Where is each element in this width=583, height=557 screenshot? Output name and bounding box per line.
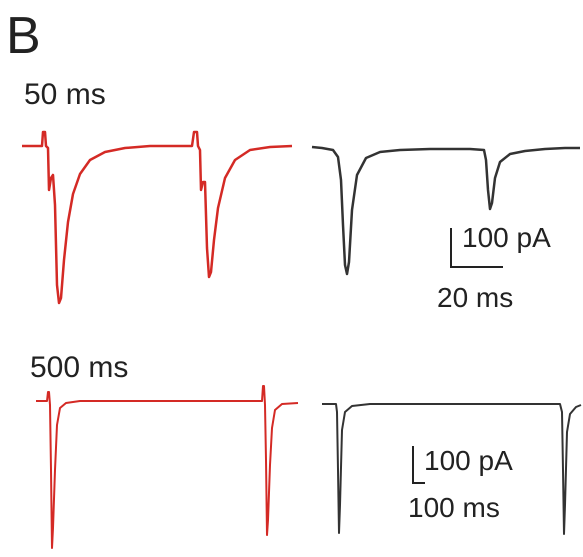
trace-bottom-red [36, 385, 299, 549]
panel-letter: B [6, 7, 41, 65]
scale-bar-bottom-time-label: 100 ms [408, 492, 500, 523]
interval-label-50ms: 50 ms [24, 78, 106, 111]
trace-top-red [22, 130, 293, 305]
scale-bar-top-current-label: 100 pA [462, 222, 551, 253]
interval-label-500ms: 500 ms [30, 351, 129, 384]
trace-bottom-black [322, 403, 582, 535]
scale-bar-bottom [412, 446, 425, 484]
trace-top-black [311, 145, 580, 276]
scale-bar-bottom-current-label: 100 pA [424, 445, 513, 476]
scale-bar-top [450, 228, 503, 268]
scale-bar-top-time-label: 20 ms [437, 282, 514, 313]
